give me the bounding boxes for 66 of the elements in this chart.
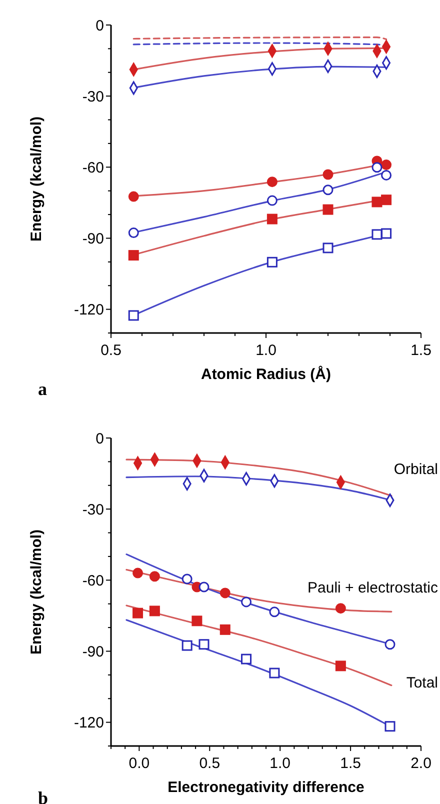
point [322,242,334,254]
line-series [126,604,392,686]
point [372,162,382,173]
point [241,654,252,664]
x-tick-label: 2.0 [410,755,432,772]
point [322,204,334,215]
y-tick-label: -120 [74,302,104,319]
point [132,568,144,578]
point [128,310,139,321]
y-tick-label: -90 [82,643,104,660]
point [198,639,210,650]
point [198,582,210,592]
x-tick-label: 0.5 [100,342,122,359]
point [149,606,160,616]
point [384,639,396,650]
y-tick-label: -90 [82,230,104,248]
point [381,170,392,180]
annotation: Orbital [394,461,438,478]
point [322,169,334,180]
point [192,616,202,626]
y-axis-title: Energy (kcal/mol) [28,116,45,242]
point [266,214,278,224]
point [269,606,280,618]
point [381,228,392,239]
annotation: Total [406,674,438,692]
point [372,196,382,208]
point [128,228,139,238]
x-tick-label: 0.5 [199,755,220,772]
point [335,660,346,672]
point [182,640,192,651]
point [266,176,278,188]
y-tick-label: -60 [82,572,104,590]
x-tick-label: 1.0 [270,755,291,772]
x-tick-label: 1.5 [410,342,432,359]
annotation: Pauli + electrostatic [308,580,438,597]
point [220,624,230,635]
y-tick-label: 0 [96,17,104,34]
x-tick-label: 1.0 [256,342,276,359]
x-tick-label: 0.0 [128,755,150,772]
x-axis-title: Atomic Radius (Å) [200,365,332,383]
y-tick-label: -120 [74,714,104,732]
point [335,603,346,614]
point [182,574,192,584]
y-tick-label: -30 [82,501,104,518]
y-tick-label: 0 [96,430,104,448]
x-tick-label: 1.5 [340,755,361,772]
point [241,596,252,608]
point [381,160,392,170]
point [381,194,392,206]
x-axis-title: Electronegativity difference [168,779,364,796]
point [322,184,334,196]
point [132,608,144,618]
point [266,256,278,268]
y-tick-label: -30 [82,88,104,106]
point [220,588,230,598]
point [269,668,280,678]
point [266,195,278,206]
text: b [38,788,48,804]
point [128,250,139,261]
point [128,191,139,202]
y-tick-label: -60 [82,159,104,176]
text: a [38,379,47,399]
point [384,721,396,732]
point [149,571,160,582]
point [372,229,382,240]
y-axis-title: Energy (kcal/mol) [28,529,45,655]
